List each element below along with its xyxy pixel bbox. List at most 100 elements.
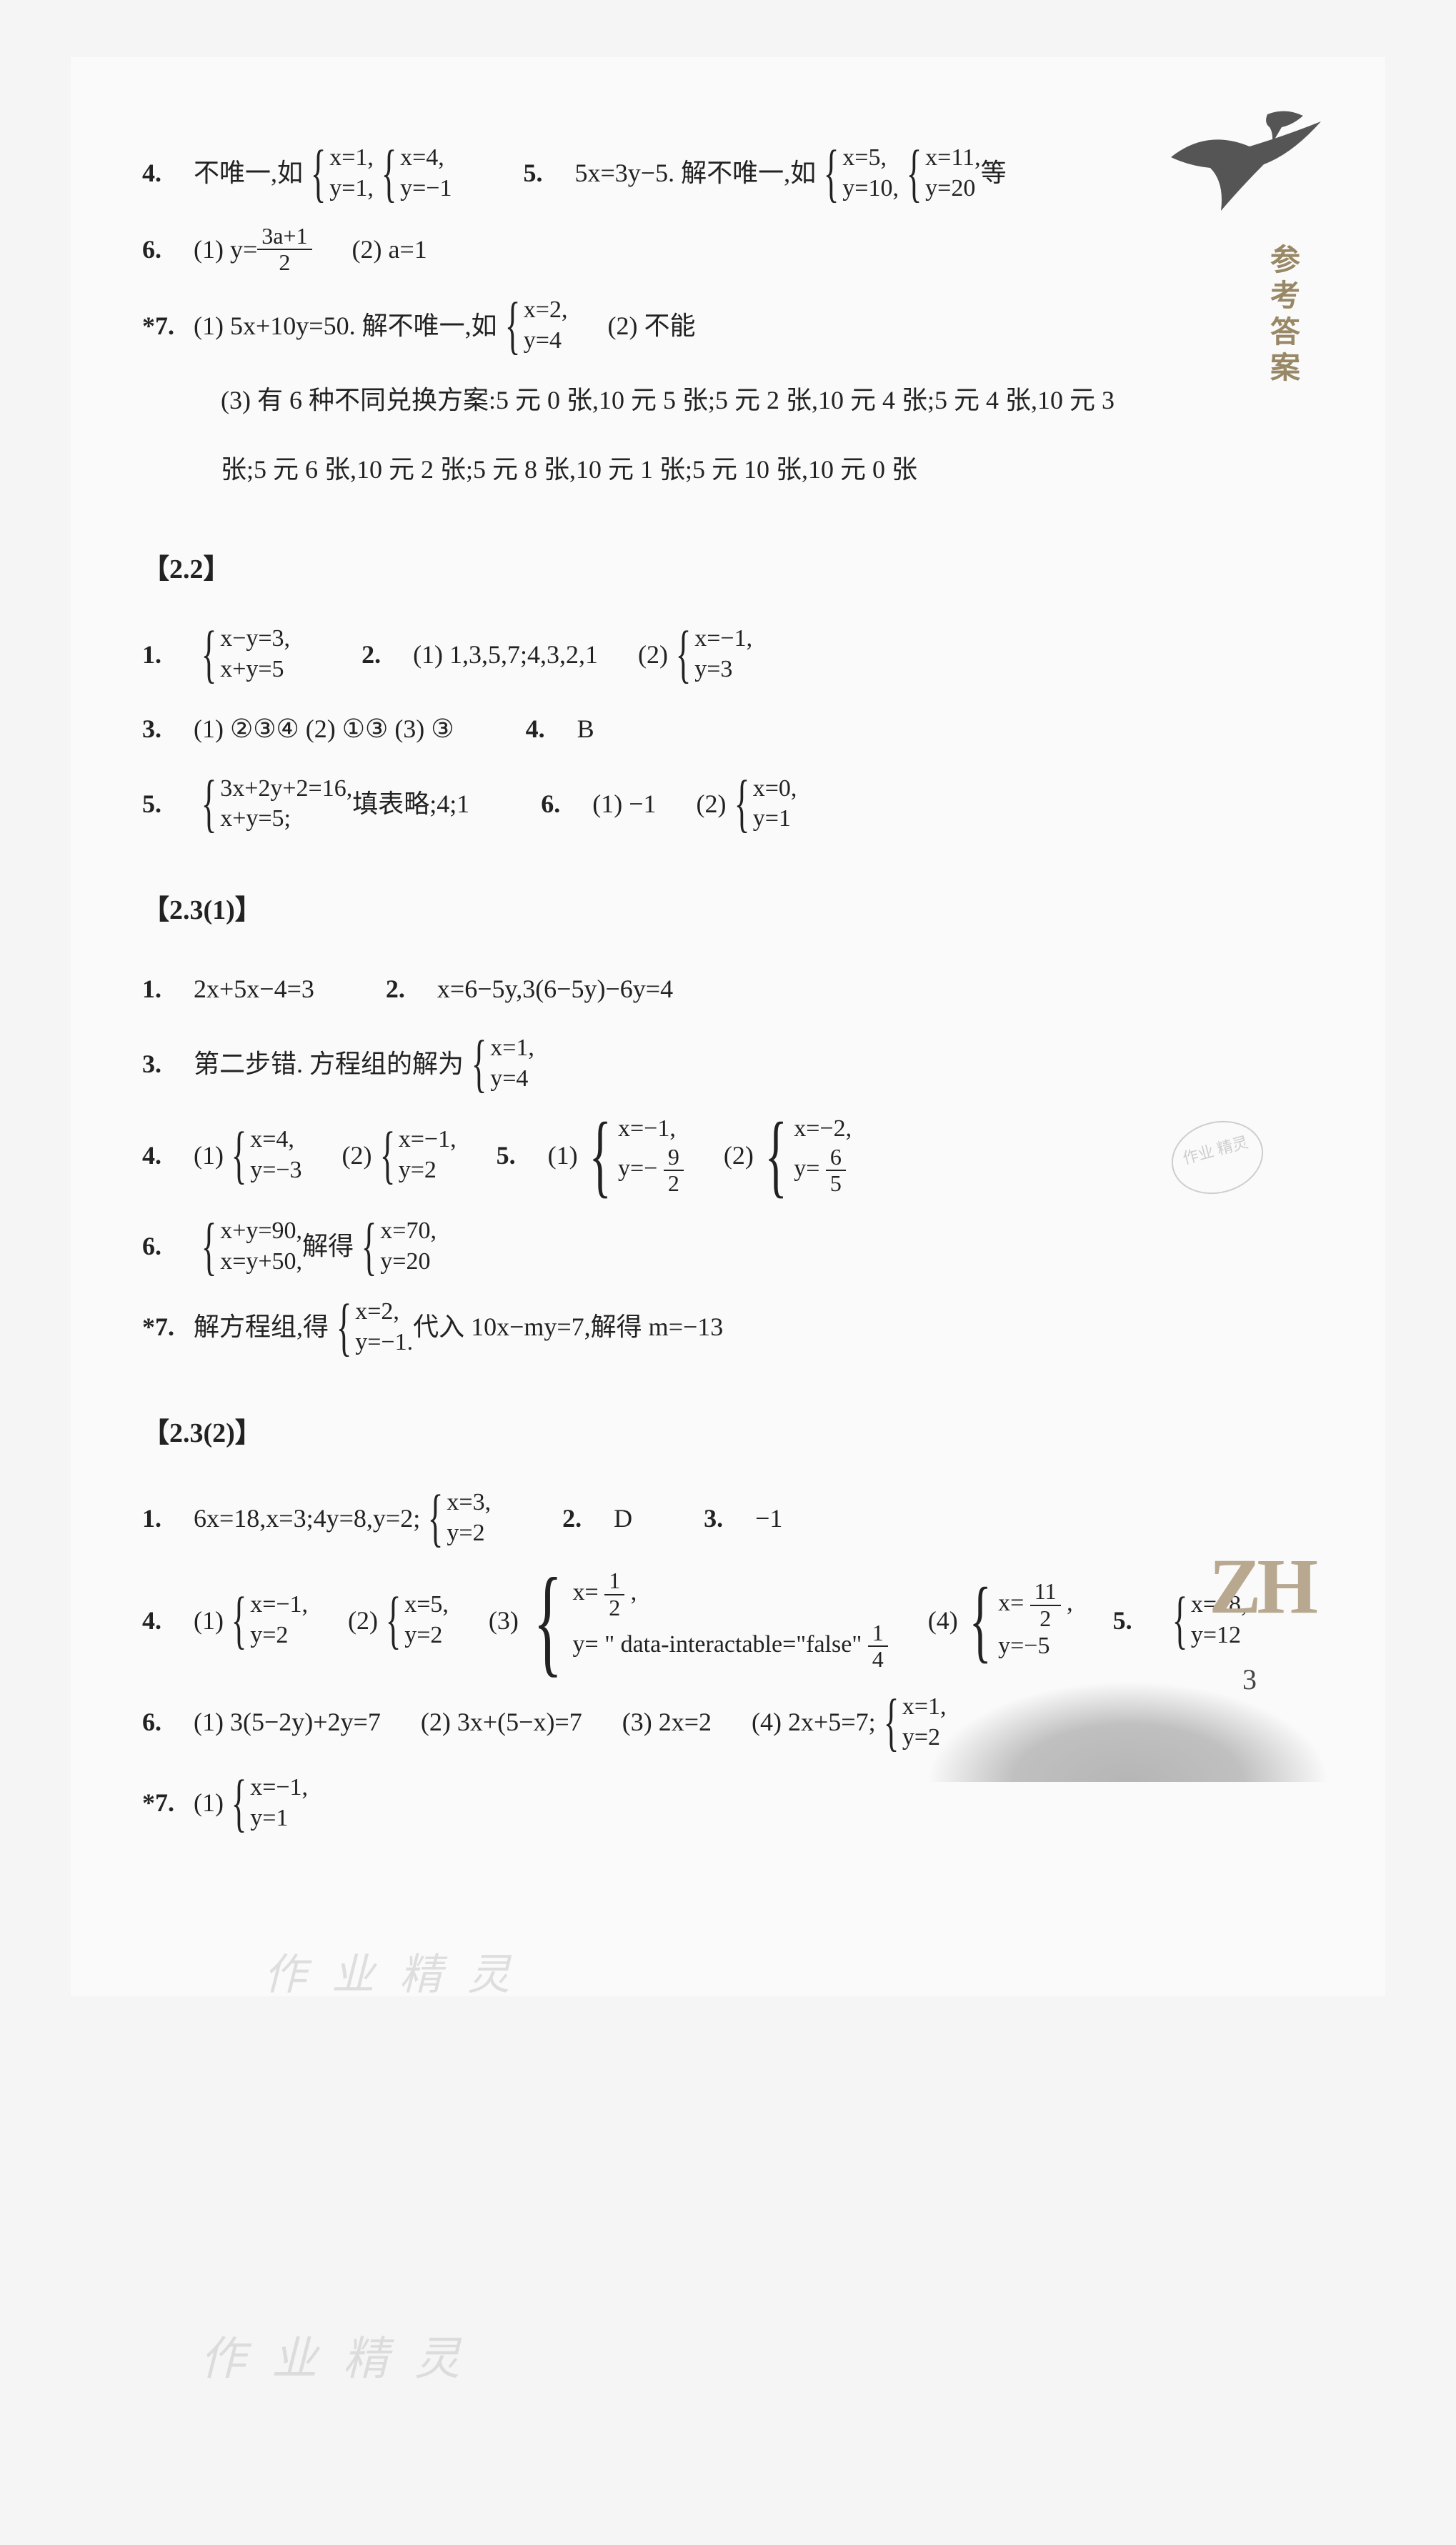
brace-system: { x=3, y=2 xyxy=(420,1488,491,1548)
brace-icon: { xyxy=(231,1778,247,1829)
text: (1) xyxy=(194,1596,224,1645)
text: x=6−5y,3(6−5y)−6y=4 xyxy=(437,965,673,1013)
brace-system: { x=0, y=1 xyxy=(727,774,797,835)
text: (1) 1,3,5,7;4,3,2,1 xyxy=(413,630,598,679)
text: 张;5 元 6 张,10 元 2 张;5 元 8 张,10 元 1 张;5 元 … xyxy=(221,445,917,494)
brace-system: { x=70, y=20 xyxy=(354,1216,437,1277)
brace-system: { x=5, y=10, xyxy=(816,143,899,204)
q-number: 6. xyxy=(541,780,579,828)
fraction: 9 2 xyxy=(664,1145,684,1196)
denominator: 2 xyxy=(274,250,294,275)
answer-row: 1. 6x=18,x=3;4y=8,y=2; { x=3, y=2 2. D 3… xyxy=(142,1488,1314,1548)
eq: y=−3 xyxy=(250,1155,301,1186)
brace-system: { x=11, y=20 xyxy=(899,143,981,204)
answer-row: 6. (1) y= 3a+1 2 (2) a=1 xyxy=(142,224,1314,275)
side-label-char: 考 xyxy=(1264,279,1307,314)
numerator: 3a+1 xyxy=(257,224,311,250)
text: 填表略;4;1 xyxy=(352,780,469,828)
brace-system: { x=1, y=4 xyxy=(464,1033,534,1094)
eq: y=− 9 2 xyxy=(618,1145,684,1196)
answer-row: 1. 2x+5x−4=3 2. x=6−5y,3(6−5y)−6y=4 xyxy=(142,965,1314,1013)
text: 解方程组,得 xyxy=(194,1303,329,1351)
eq: x+y=90, xyxy=(220,1216,302,1247)
q-number: 3. xyxy=(142,704,181,753)
eq: y=2 xyxy=(404,1620,449,1651)
section-heading: 【2.3(1)】 xyxy=(142,885,1314,936)
eq: y=2 xyxy=(447,1518,491,1549)
brace-icon: { xyxy=(311,148,326,199)
q-number: 4. xyxy=(142,149,181,197)
text: (1) xyxy=(194,1131,224,1180)
eq: y=1, xyxy=(329,174,374,204)
eq: y=1 xyxy=(753,804,797,835)
brace-system: { x=−1, y=2 xyxy=(372,1125,457,1185)
eq: y=3 xyxy=(694,654,752,685)
eq: x=5, xyxy=(404,1590,449,1620)
answer-row: 4. (1) { x=4, y=−3 (2) { x=−1, y=2 5. (1… xyxy=(142,1114,1314,1196)
q-number: 4. xyxy=(142,1596,181,1645)
side-label-char: 案 xyxy=(1264,351,1307,387)
q-number: 4. xyxy=(526,704,564,753)
q-number: 1. xyxy=(142,965,181,1013)
q-number: 1. xyxy=(142,1494,181,1543)
eq: x=11, xyxy=(925,143,980,174)
brace-icon: { xyxy=(676,629,692,680)
text: 解得 xyxy=(302,1222,354,1270)
text: (1) 3(5−2y)+2y=7 xyxy=(194,1698,381,1746)
brace-icon: { xyxy=(386,1595,402,1646)
eq: 3x+2y+2=16, xyxy=(220,774,352,805)
prefix: y= xyxy=(573,1631,599,1658)
brace-icon: { xyxy=(533,1572,562,1669)
brace-system: { x=4, y=−1 xyxy=(374,143,452,204)
denominator: 2 xyxy=(664,1171,684,1196)
text: (1) −1 xyxy=(592,780,656,828)
answer-row: *7. 解方程组,得 { x=2, y=−1. 代入 10x−my=7,解得 m… xyxy=(142,1297,1314,1358)
text: −1 xyxy=(755,1494,782,1543)
text: (1) xyxy=(194,1778,224,1827)
answer-row: 3. (1) ②③④ (2) ①③ (3) ③ 4. B xyxy=(142,704,1314,753)
text: (3) xyxy=(489,1596,519,1645)
eq: x=0, xyxy=(753,774,797,805)
eq: x=3, xyxy=(447,1488,491,1518)
brace-system: { x=2, y=4 xyxy=(497,295,568,356)
text: (2) 不能 xyxy=(607,302,695,350)
text: (2) 3x+(5−x)=7 xyxy=(421,1698,582,1746)
text: 第二步错. 方程组的解为 xyxy=(194,1040,464,1088)
eq: y=−1 xyxy=(400,174,452,204)
answer-row: *7. (1) 5x+10y=50. 解不唯一,如 { x=2, y=4 (2)… xyxy=(142,295,1314,356)
eq: y=20 xyxy=(925,174,980,204)
brace-icon: { xyxy=(589,1118,611,1192)
text: 2x+5x−4=3 xyxy=(194,965,314,1013)
text: (1) y= xyxy=(194,225,257,274)
brace-system: { x=−1, y=2 xyxy=(224,1590,308,1650)
answer-row: 张;5 元 6 张,10 元 2 张;5 元 8 张,10 元 1 张;5 元 … xyxy=(221,445,1314,494)
q-number: 1. xyxy=(142,630,181,679)
brace-system: { x=−1, y=1 xyxy=(224,1773,308,1833)
eq: y=20 xyxy=(380,1247,437,1278)
brace-system: { x+y=90, x=y+50, xyxy=(194,1216,302,1277)
brace-system: { x=5, y=2 xyxy=(378,1590,449,1650)
text: 代入 10x−my=7,解得 m=−13 xyxy=(413,1303,723,1351)
brace-system: { 3x+2y+2=16, x+y=5; xyxy=(194,774,352,835)
text: (1) ②③④ (2) ①③ (3) ③ xyxy=(194,704,454,753)
fraction: 6 5 xyxy=(826,1145,846,1196)
answer-row: 6. { x+y=90, x=y+50, 解得 { x=70, y=20 xyxy=(142,1216,1314,1277)
eq: x=4, xyxy=(250,1125,301,1155)
eq: y=10, xyxy=(842,174,899,204)
answer-row: 4. 不唯一,如 { x=1, y=1, { x=4, y=−1 5. 5x=3… xyxy=(142,143,1314,204)
answer-row: 5. { 3x+2y+2=16, x+y=5; 填表略;4;1 6. (1) −… xyxy=(142,774,1314,835)
text: (1) 5x+10y=50. 解不唯一,如 xyxy=(194,302,497,350)
eq: x+y=5 xyxy=(220,654,290,685)
text: (1) xyxy=(548,1131,578,1180)
cloud-decoration-icon xyxy=(742,1568,1385,1782)
text: 不唯一,如 xyxy=(194,149,303,197)
fraction: 1 2 xyxy=(604,1568,624,1620)
eq: y=4 xyxy=(490,1064,534,1095)
eq: y=2 xyxy=(250,1620,308,1651)
brace-system: { x−y=3, x+y=5 xyxy=(194,624,290,684)
section-heading: 【2.3(2)】 xyxy=(142,1408,1314,1459)
text: B xyxy=(577,704,594,753)
eq: x=1, xyxy=(329,143,374,174)
eq: x=−1, xyxy=(618,1114,684,1145)
brace-icon: { xyxy=(907,148,922,199)
